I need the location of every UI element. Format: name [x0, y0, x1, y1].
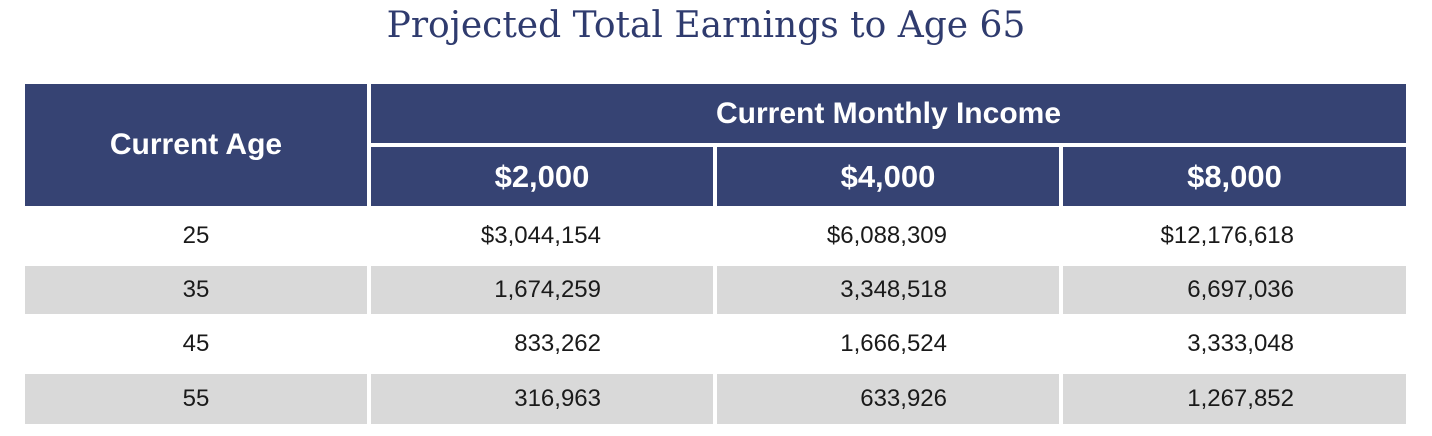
header-col-4000: $4,000 [717, 147, 1059, 206]
row-value: 1,267,852 [1187, 385, 1294, 412]
row-bg [1063, 266, 1406, 314]
row-bg [371, 374, 713, 424]
row-value: 1,666,524 [717, 318, 947, 370]
page-title: Projected Total Earnings to Age 65 [386, 5, 1026, 46]
header-current-age: Current Age [25, 84, 367, 206]
row-bg [717, 374, 1059, 424]
row-bg [1063, 374, 1406, 424]
row-age: 35 [25, 266, 367, 314]
row-value: $3,044,154 [371, 210, 601, 262]
row-bg [371, 266, 713, 314]
row-value: 633,926 [860, 385, 947, 412]
row-bg [717, 266, 1059, 314]
row-value: 1,674,259 [494, 276, 601, 303]
row-age: 55 [25, 374, 367, 424]
row-value: 833,262 [371, 318, 601, 370]
row-age: 25 [25, 210, 367, 262]
row-age: 45 [25, 318, 367, 370]
header-col-8000: $8,000 [1063, 147, 1406, 206]
row-value: $12,176,618 [1063, 210, 1294, 262]
row-value: 316,963 [514, 385, 601, 412]
header-col-2000: $2,000 [371, 147, 713, 206]
header-current-monthly-income: Current Monthly Income [371, 84, 1406, 143]
row-value: 3,348,518 [840, 276, 947, 303]
row-value: $6,088,309 [717, 210, 947, 262]
row-value: 6,697,036 [1187, 276, 1294, 303]
row-value: 3,333,048 [1063, 318, 1294, 370]
